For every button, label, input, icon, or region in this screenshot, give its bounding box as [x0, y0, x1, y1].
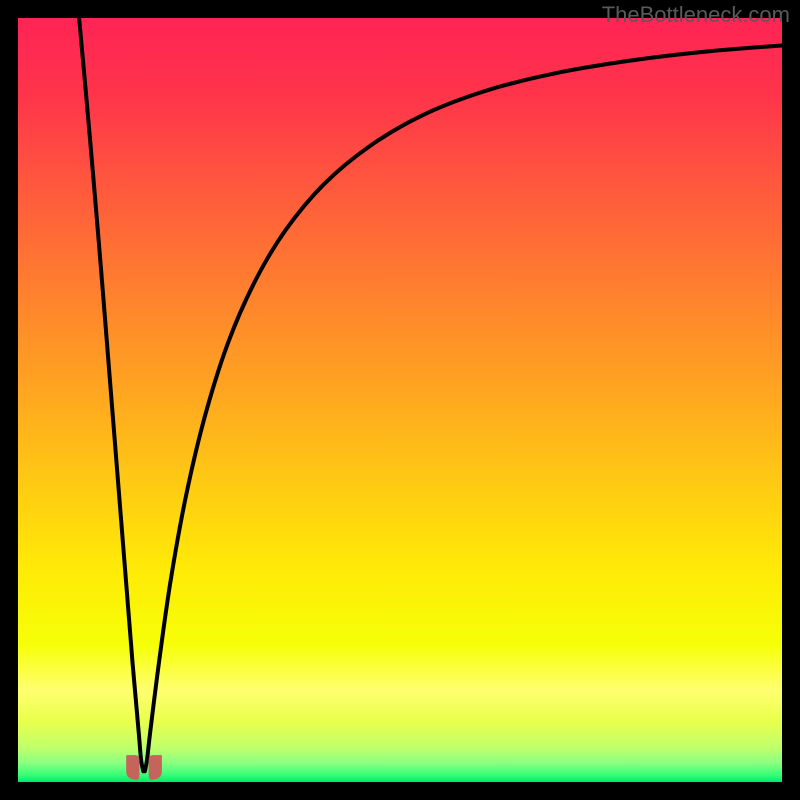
- bottleneck-chart: [0, 0, 800, 800]
- watermark-text: TheBottleneck.com: [602, 2, 790, 28]
- chart-container: TheBottleneck.com: [0, 0, 800, 800]
